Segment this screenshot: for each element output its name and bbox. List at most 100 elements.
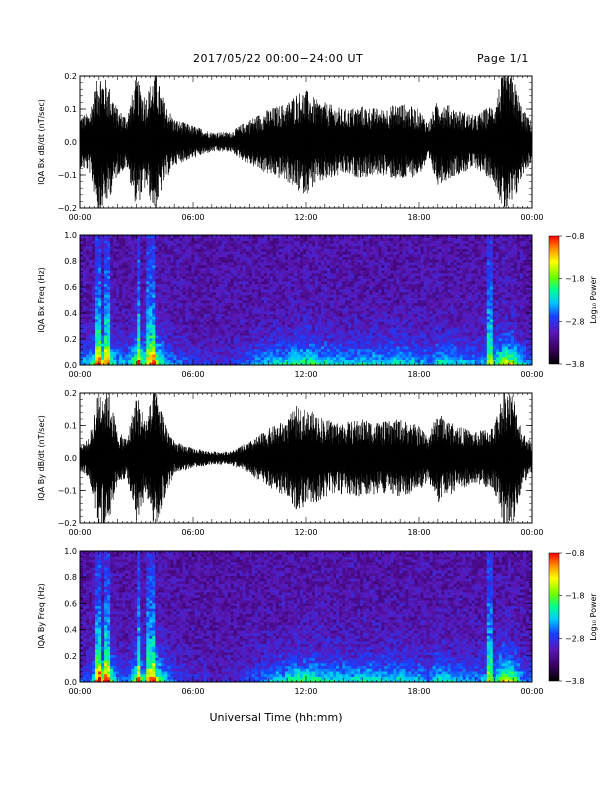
spectrogram-cell: [227, 348, 232, 352]
spectrogram-cell: [372, 278, 376, 282]
spectrogram-cell: [125, 354, 129, 358]
spectrogram-cell: [318, 332, 322, 336]
spectrogram-cell: [173, 291, 177, 295]
spectrogram-cell: [134, 291, 138, 295]
spectrogram-cell: [86, 300, 90, 304]
spectrogram-cell: [275, 346, 280, 350]
spectrogram-cell: [254, 340, 259, 344]
spectrogram-cell: [95, 278, 99, 282]
spectrogram-cell: [191, 305, 195, 309]
spectrogram-cell: [324, 286, 328, 290]
spectrogram-cell: [224, 281, 229, 285]
spectrogram-cell: [275, 316, 280, 320]
spectrogram-cell: [293, 297, 298, 301]
spectrogram-cell: [269, 327, 274, 331]
spectrogram-cell: [354, 235, 358, 239]
spectrogram-cell: [245, 310, 250, 314]
spectrogram-cell: [293, 329, 298, 333]
spectrogram-cell: [269, 335, 274, 339]
spectrogram-cell: [200, 321, 204, 325]
spectrogram-cell: [173, 329, 177, 333]
spectrogram-cell: [242, 305, 247, 309]
spectrogram-cell: [284, 302, 289, 306]
spectrogram-cell: [269, 291, 274, 295]
spectrogram-cell: [200, 297, 204, 301]
spectrogram-cell: [342, 305, 346, 309]
spectrogram-cell: [80, 294, 84, 298]
spectrogram-cell: [272, 237, 277, 241]
spectrogram-cell: [227, 259, 232, 263]
spectrogram-cell: [158, 321, 162, 325]
spectrogram-cell: [98, 318, 102, 323]
spectrogram-cell: [375, 335, 379, 339]
spectrogram-cell: [293, 253, 298, 258]
spectrogram-cell: [354, 359, 358, 363]
spectrogram-cell: [369, 300, 373, 304]
spectrogram-cell: [375, 302, 379, 306]
spectrogram-cell: [372, 286, 376, 290]
spectrogram-cell: [312, 313, 316, 317]
spectrogram-cell: [128, 348, 132, 352]
spectrogram-cell: [366, 346, 370, 350]
spectrogram-cell: [146, 289, 150, 293]
spectrogram-cell: [176, 359, 180, 363]
spectrogram-cell: [107, 332, 111, 336]
spectrogram-cell: [98, 305, 102, 309]
spectrogram-cell: [263, 327, 268, 331]
spectrogram-cell: [363, 283, 367, 287]
spectrogram-cell: [230, 243, 235, 247]
spectrogram-cell: [92, 281, 96, 285]
spectrogram-cell: [348, 235, 352, 239]
spectrogram-cell: [315, 340, 319, 344]
spectrogram-cell: [155, 283, 159, 287]
spectrogram-cell: [116, 302, 120, 306]
spectrogram-cell: [128, 337, 132, 342]
spectrogram-cell: [330, 362, 334, 366]
spectrogram-cell: [116, 348, 120, 352]
spectrogram-cell: [149, 272, 153, 277]
spectrogram-cell: [227, 359, 232, 363]
spectrogram-cell: [248, 351, 253, 355]
spectrogram-cell: [212, 245, 216, 249]
spectrogram-cell: [200, 237, 204, 241]
spectrogram-cell: [137, 256, 141, 260]
spectrogram-cell: [140, 256, 144, 260]
spectrogram-cell: [203, 348, 207, 352]
spectrogram-cell: [345, 235, 349, 239]
spectrogram-cell: [251, 356, 256, 360]
spectrogram-cell: [179, 286, 183, 290]
spectrogram-cell: [324, 327, 328, 331]
spectrogram-cell: [188, 359, 192, 363]
spectrogram-cell: [369, 356, 373, 360]
spectrogram-cell: [278, 283, 283, 287]
spectrogram-cell: [312, 251, 316, 255]
spectrogram-cell: [188, 283, 192, 287]
spectrogram-cell: [321, 346, 325, 350]
spectrogram-cell: [176, 278, 180, 282]
spectrogram-cell: [107, 316, 111, 320]
spectrogram-cell: [143, 348, 147, 352]
spectrogram-cell: [245, 305, 250, 309]
spectrogram-cell: [260, 294, 265, 298]
spectrogram-cell: [212, 272, 216, 277]
spectrogram-cell: [312, 237, 316, 241]
spectrogram-cell: [227, 324, 232, 328]
spectrogram-cell: [104, 340, 108, 344]
spectrogram-cell: [272, 272, 277, 277]
spectrogram-cell: [146, 272, 150, 277]
spectrogram-cell: [309, 256, 313, 260]
spectrogram-cell: [230, 329, 235, 333]
spectrogram-cell: [149, 324, 153, 328]
spectrogram-cell: [98, 286, 102, 290]
spectrogram-cell: [176, 291, 180, 295]
spectrogram-cell: [354, 329, 358, 333]
spectrogram-cell: [176, 275, 180, 279]
spectrogram-cell: [245, 329, 250, 333]
spectrogram-cell: [155, 256, 159, 260]
spectrogram-cell: [372, 251, 376, 255]
spectrogram-cell: [248, 329, 253, 333]
spectrogram-cell: [155, 237, 159, 241]
spectrogram-cell: [224, 272, 229, 277]
spectrogram-cell: [209, 346, 213, 350]
spectrogram-cell: [351, 335, 355, 339]
